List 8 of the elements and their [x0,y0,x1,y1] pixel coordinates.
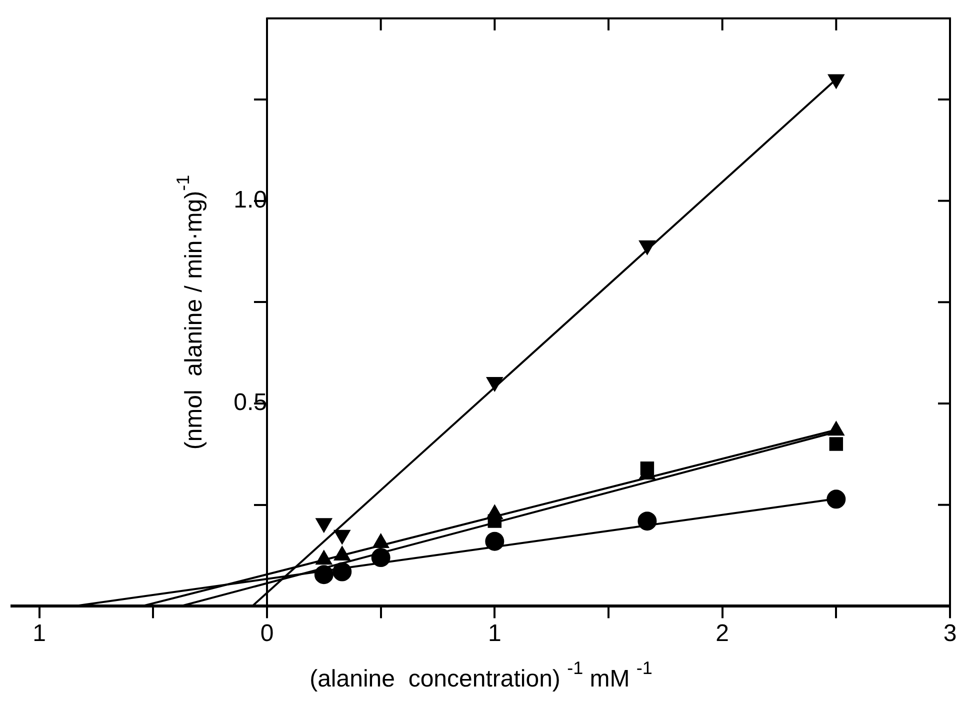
x-tick-label: 3 [943,620,957,647]
x-axis-title: (alanine concentration) -1 mM -1 [310,658,652,693]
y-tick-label: 0.5 [234,389,267,416]
x-tick-label: 1 [488,620,502,647]
x-tick-label: 2 [716,620,730,647]
x-tick-label: 1 [32,620,46,647]
x-tick-label: 0 [260,620,274,647]
y-axis-title: (nmol alanine / min·mg)-1 [173,174,208,450]
